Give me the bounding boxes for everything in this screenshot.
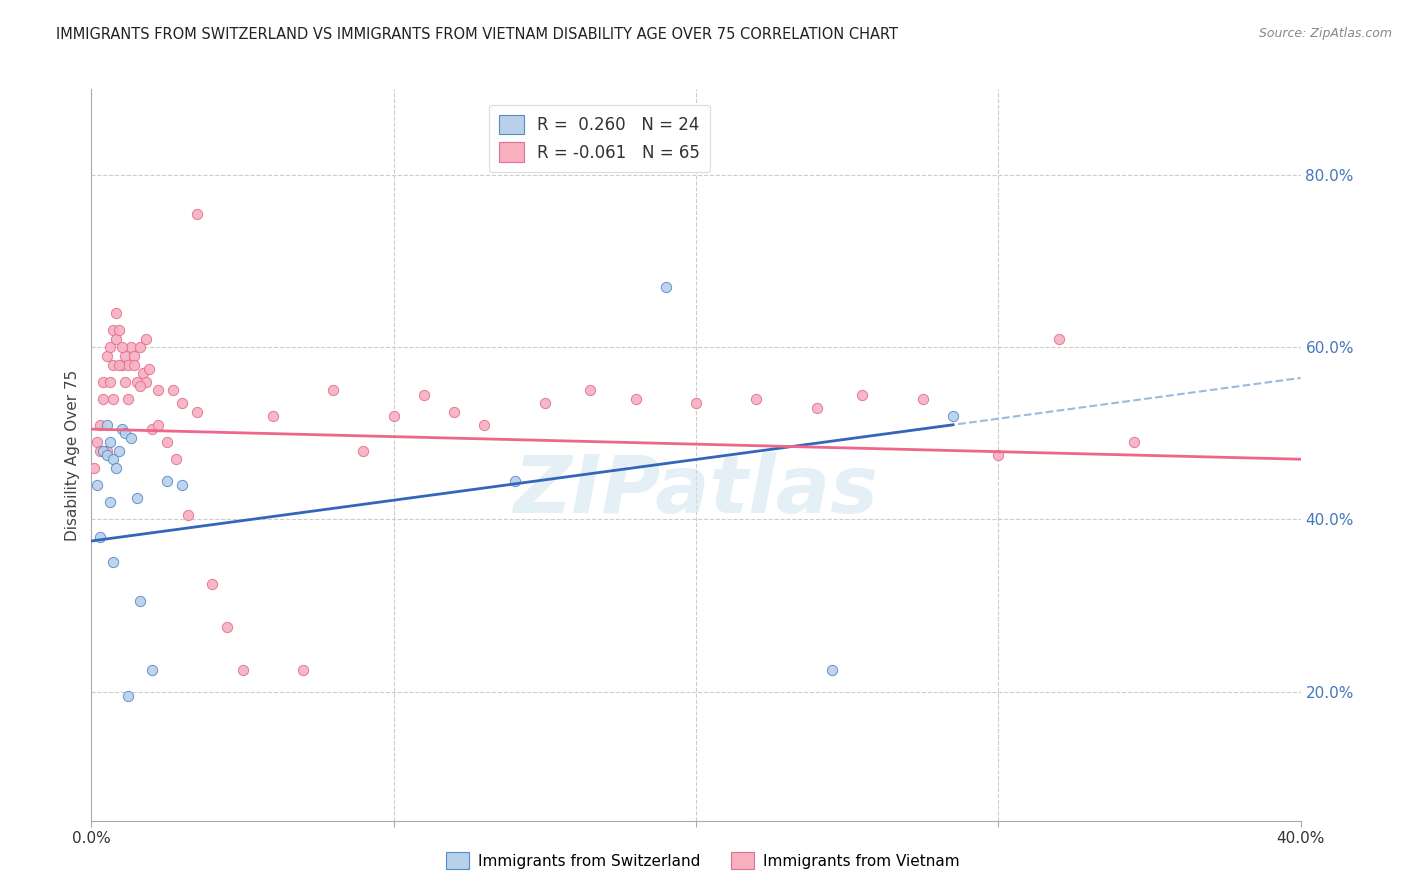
Point <box>101 452 124 467</box>
Legend: Immigrants from Switzerland, Immigrants from Vietnam: Immigrants from Switzerland, Immigrants … <box>440 846 966 875</box>
Point <box>107 443 129 458</box>
Point <box>128 594 150 608</box>
Point <box>89 417 111 432</box>
Point <box>186 405 208 419</box>
Point <box>98 435 121 450</box>
Point <box>114 426 136 441</box>
Point <box>101 556 124 570</box>
Point <box>186 207 208 221</box>
Point <box>624 392 647 406</box>
Point <box>1047 332 1070 346</box>
Point <box>217 620 239 634</box>
Point <box>322 384 344 398</box>
Point <box>93 375 115 389</box>
Point <box>135 375 157 389</box>
Point <box>114 349 136 363</box>
Point <box>93 443 115 458</box>
Point <box>96 349 118 363</box>
Point <box>141 663 163 677</box>
Point <box>107 323 129 337</box>
Point <box>262 409 284 424</box>
Point <box>111 340 132 354</box>
Point <box>96 448 118 462</box>
Point <box>413 387 436 401</box>
Legend: R =  0.260   N = 24, R = -0.061   N = 65: R = 0.260 N = 24, R = -0.061 N = 65 <box>489 105 710 171</box>
Point <box>146 417 169 432</box>
Y-axis label: Disability Age Over 75: Disability Age Over 75 <box>65 369 80 541</box>
Point <box>89 443 111 458</box>
Point <box>292 663 315 677</box>
Point <box>111 422 132 436</box>
Point <box>1123 435 1146 450</box>
Point <box>533 396 555 410</box>
Point <box>911 392 934 406</box>
Point <box>503 474 526 488</box>
Point <box>104 332 127 346</box>
Point <box>101 323 124 337</box>
Point <box>122 358 145 372</box>
Point <box>138 362 160 376</box>
Point <box>201 577 224 591</box>
Point <box>93 392 115 406</box>
Point <box>125 491 148 505</box>
Point <box>104 306 127 320</box>
Point <box>806 401 828 415</box>
Point <box>165 452 187 467</box>
Point <box>352 443 374 458</box>
Point <box>685 396 707 410</box>
Point <box>101 358 124 372</box>
Point <box>117 392 139 406</box>
Point <box>120 431 142 445</box>
Point <box>86 478 108 492</box>
Point <box>942 409 965 424</box>
Point <box>654 280 676 294</box>
Point <box>96 417 118 432</box>
Point <box>135 332 157 346</box>
Point <box>851 387 873 401</box>
Point <box>96 443 118 458</box>
Point <box>107 358 129 372</box>
Point <box>821 663 844 677</box>
Point <box>98 375 121 389</box>
Point <box>120 340 142 354</box>
Point <box>472 417 495 432</box>
Point <box>104 460 127 475</box>
Point <box>128 340 150 354</box>
Point <box>122 349 145 363</box>
Point <box>98 340 121 354</box>
Point <box>579 384 602 398</box>
Point <box>987 448 1010 462</box>
Point <box>156 474 179 488</box>
Point <box>745 392 768 406</box>
Point <box>162 384 184 398</box>
Point <box>89 530 111 544</box>
Text: ZIPatlas: ZIPatlas <box>513 452 879 531</box>
Point <box>172 478 194 492</box>
Point <box>128 379 150 393</box>
Point <box>83 460 105 475</box>
Point <box>172 396 194 410</box>
Point <box>141 422 163 436</box>
Point <box>114 375 136 389</box>
Point <box>146 384 169 398</box>
Point <box>111 358 132 372</box>
Point <box>156 435 179 450</box>
Point <box>117 358 139 372</box>
Point <box>443 405 465 419</box>
Text: IMMIGRANTS FROM SWITZERLAND VS IMMIGRANTS FROM VIETNAM DISABILITY AGE OVER 75 CO: IMMIGRANTS FROM SWITZERLAND VS IMMIGRANT… <box>56 27 898 42</box>
Point <box>231 663 253 677</box>
Point <box>177 508 200 523</box>
Point <box>132 366 155 380</box>
Point <box>117 689 139 703</box>
Point <box>101 392 124 406</box>
Point <box>382 409 405 424</box>
Point <box>125 375 148 389</box>
Point <box>86 435 108 450</box>
Point <box>98 495 121 509</box>
Text: Source: ZipAtlas.com: Source: ZipAtlas.com <box>1258 27 1392 40</box>
